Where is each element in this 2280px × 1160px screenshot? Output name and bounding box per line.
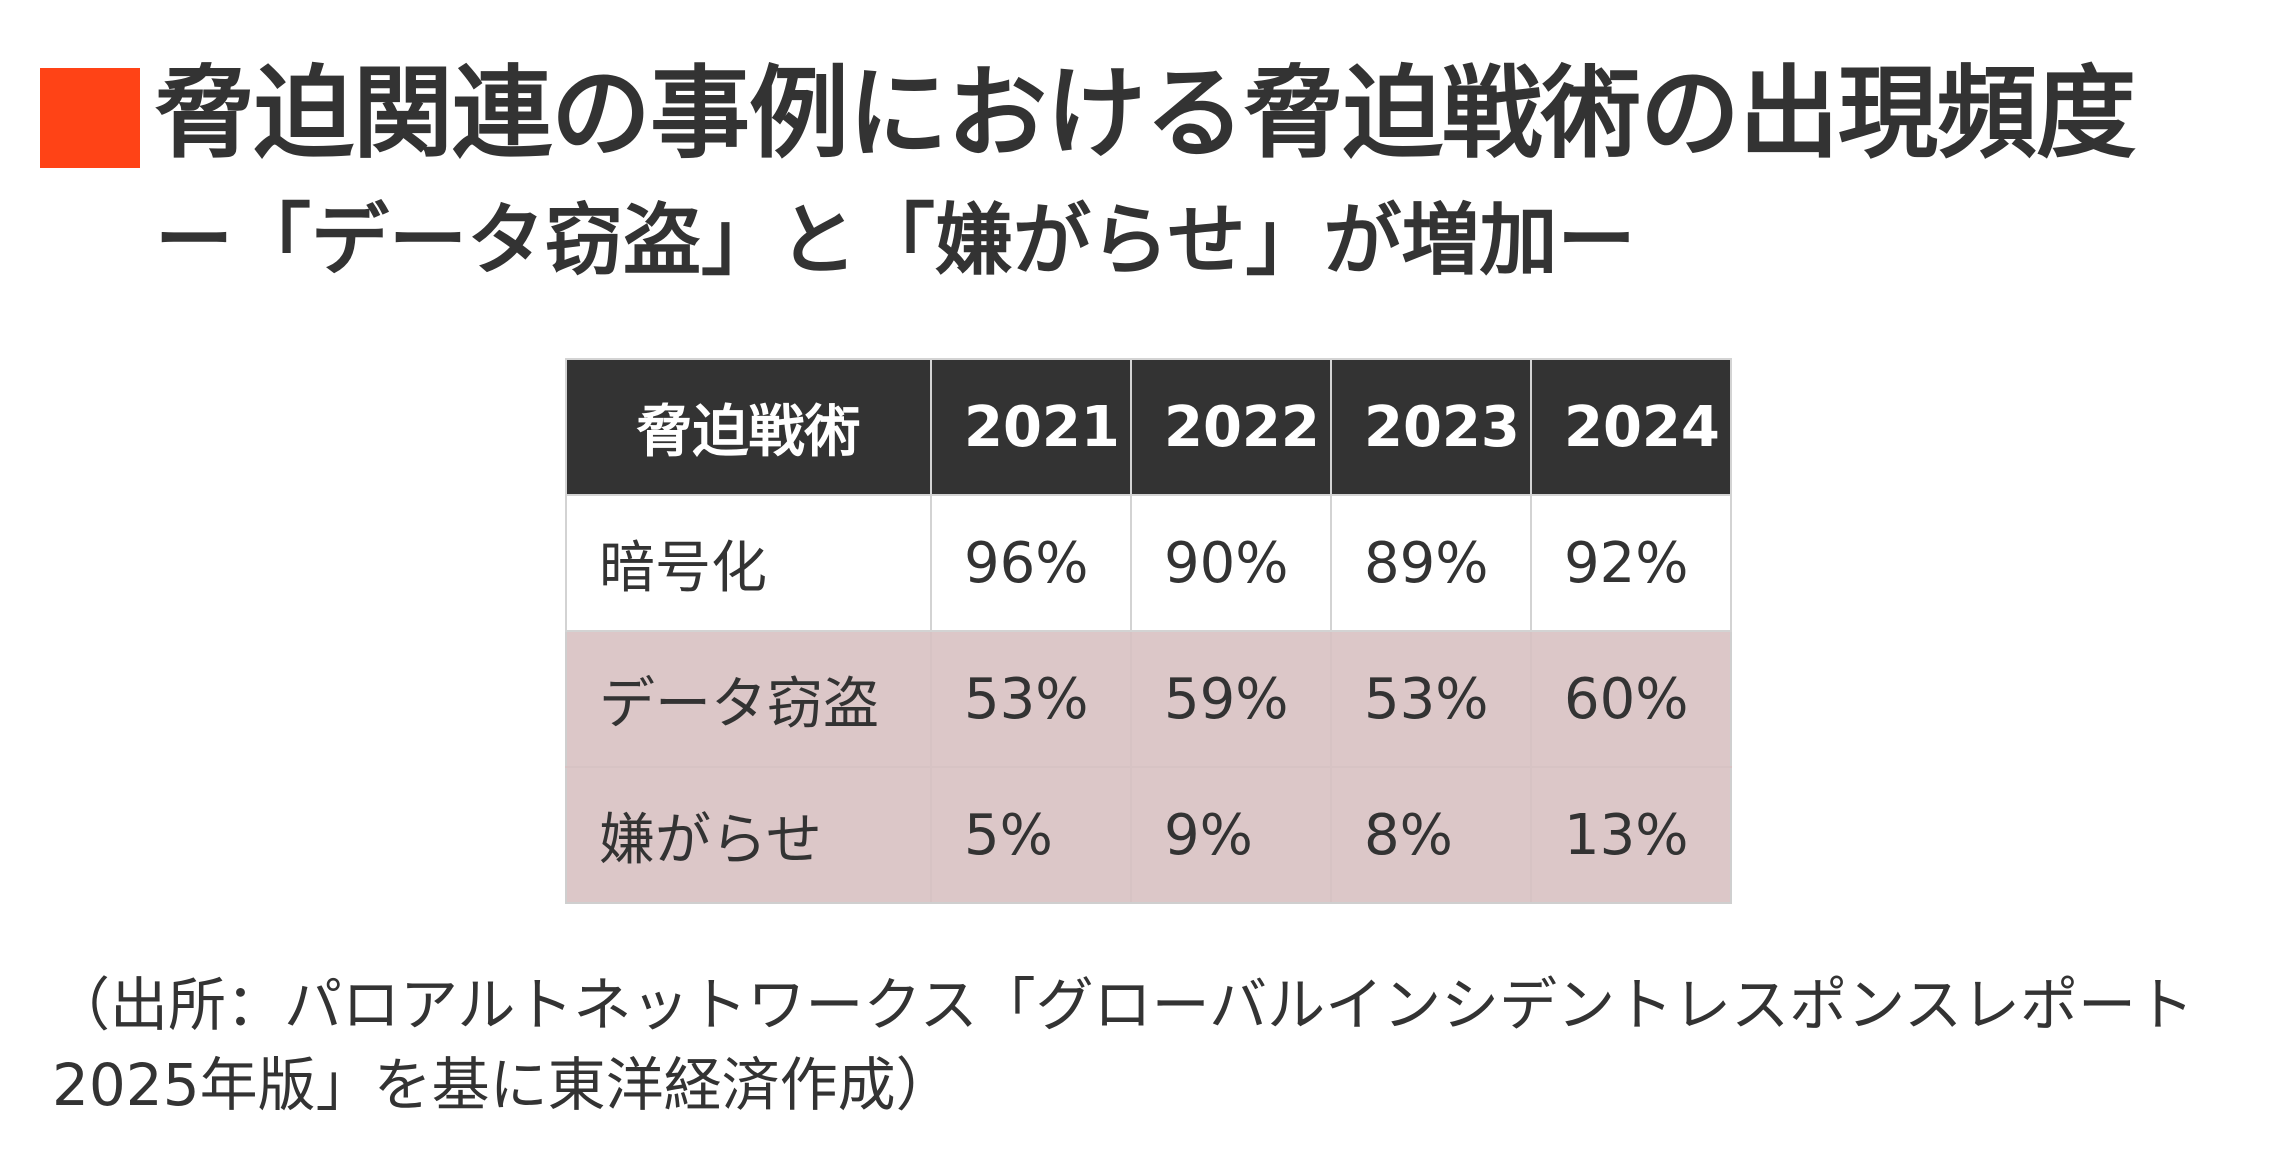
row-label-harassment: 嫌がらせ: [565, 766, 932, 904]
header-tactic: 脅迫戦術: [565, 358, 932, 496]
source-note: （出所：パロアルトネットワークス「グローバルインシデントレスポンスレポート202…: [52, 971, 2194, 1119]
header-year-2022: 2022: [1130, 358, 1332, 496]
table-cell: 53%: [930, 630, 1132, 768]
row-label-encryption: 暗号化: [565, 494, 932, 632]
table-header-row: 脅迫戦術 2021 2022 2023 2024: [565, 358, 1732, 496]
title-marker-square: [40, 68, 140, 168]
header-year-2024: 2024: [1530, 358, 1732, 496]
table-cell: 96%: [930, 494, 1132, 632]
table-cell: 90%: [1130, 494, 1332, 632]
header-year-2023: 2023: [1330, 358, 1532, 496]
table-cell: 60%: [1530, 630, 1732, 768]
table-cell: 5%: [930, 766, 1132, 904]
table-cell: 92%: [1530, 494, 1732, 632]
table-cell: 53%: [1330, 630, 1532, 768]
table-row: 嫌がらせ 5% 9% 8% 13%: [565, 766, 1732, 904]
table-row: 暗号化 96% 90% 89% 92%: [565, 494, 1732, 632]
chart-subtitle: ー「データ窃盗」と「嫌がらせ」が増加ー: [155, 196, 1636, 286]
chart-title: 脅迫関連の事例における脅迫戦術の出現頻度: [155, 55, 2136, 172]
table-cell: 13%: [1530, 766, 1732, 904]
tactics-table: 脅迫戦術 2021 2022 2023 2024 暗号化 96% 90% 89%…: [565, 358, 1732, 904]
table-cell: 9%: [1130, 766, 1332, 904]
row-label-data-theft: データ窃盗: [565, 630, 932, 768]
table-cell: 89%: [1330, 494, 1532, 632]
table-cell: 59%: [1130, 630, 1332, 768]
header-year-2021: 2021: [930, 358, 1132, 496]
table-row: データ窃盗 53% 59% 53% 60%: [565, 630, 1732, 768]
table-cell: 8%: [1330, 766, 1532, 904]
